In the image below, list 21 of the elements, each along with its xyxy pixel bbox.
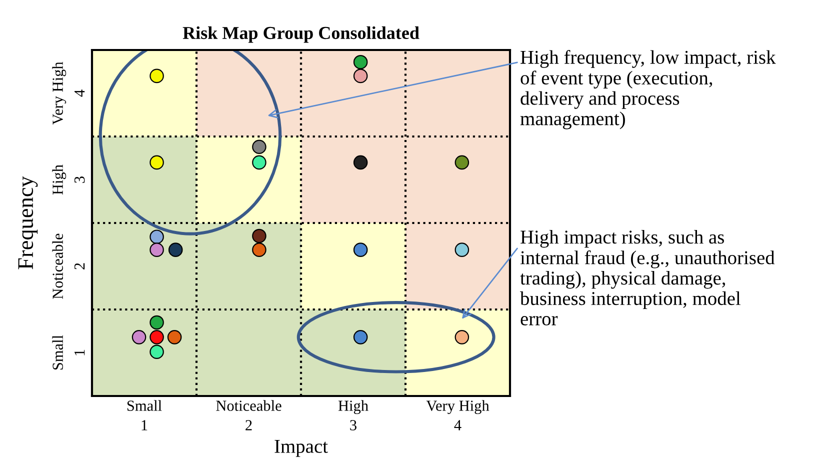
text: High	[338, 400, 368, 414]
y-tick-label: 4	[74, 90, 85, 97]
x-tick-label: 2	[246, 420, 252, 430]
x-tick-label: 3	[350, 420, 356, 430]
y-tick-label: 2	[74, 263, 85, 270]
text: Noticeable	[216, 400, 282, 411]
text: Very High	[52, 62, 66, 125]
y-axis-title: Frequency	[18, 176, 38, 270]
text: Very High	[426, 400, 490, 414]
y-tick-label: 3	[74, 176, 85, 183]
chart-title: Risk Map Group Consolidated	[182, 26, 420, 43]
text: Noticeable	[52, 234, 63, 299]
x-tick-label: 1	[142, 420, 148, 430]
text: Small	[52, 335, 63, 370]
x-axis-title: Impact	[274, 440, 328, 457]
text: High impact risks, such as internal fraud (e.g., unauthorised trading), physical damage, business interruption, model error	[520, 230, 775, 326]
y-tick-label: 1	[74, 350, 85, 356]
text: High	[52, 164, 66, 195]
text: Small	[127, 400, 162, 411]
x-tick-label: 4	[454, 420, 462, 430]
text: High frequency, low impact, risk of event type (execution, delivery and process management)	[520, 50, 776, 130]
